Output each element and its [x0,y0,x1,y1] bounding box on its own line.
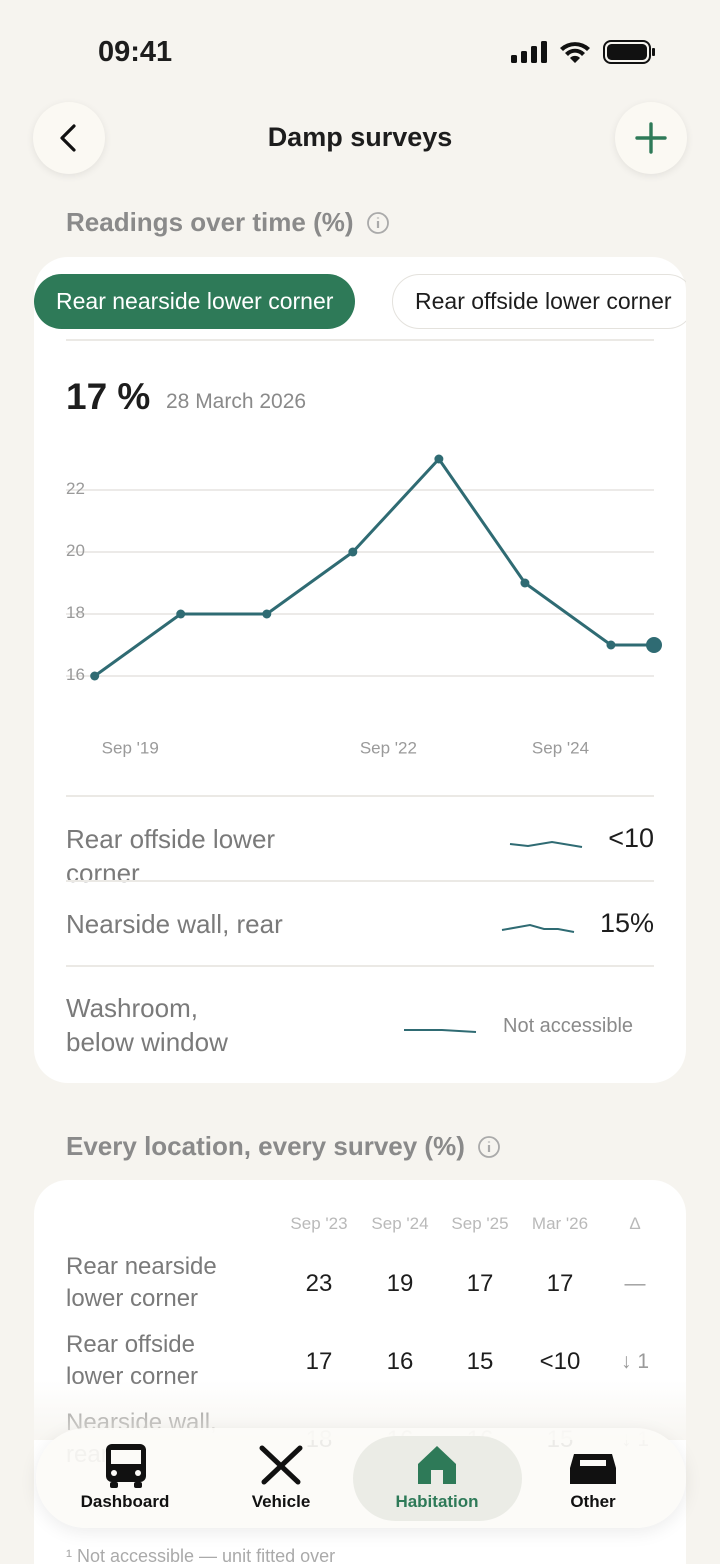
footnote: ¹ Not accessible — unit fitted over [66,1546,336,1564]
divider [66,339,654,341]
location-name: Washroom, below window [66,993,228,1057]
location-name: Nearside wall, rear [66,909,283,939]
column-header: Δ [629,1214,641,1233]
cell: 17 [466,1270,494,1297]
section-title-text: Readings over time (%) [66,207,354,237]
sparkline [501,923,575,933]
section-title-text: Every location, every survey (%) [66,1131,465,1161]
column-header: Sep '24 [371,1214,429,1233]
column-header: Mar '26 [531,1214,589,1233]
point [606,640,616,650]
y-tick-label: 18 [66,603,85,622]
section-title: Every location, every survey (%) [66,1131,501,1162]
sparkline [509,840,583,848]
cell: <10 [539,1348,581,1375]
tab-label[interactable]: Other [570,1492,616,1511]
status-icons [511,40,655,64]
divider [66,795,654,797]
column-header: Sep '25 [451,1214,509,1233]
divider [66,880,654,882]
cell: ↓ 1 [620,1350,649,1373]
info-icon[interactable] [477,1135,501,1159]
tab-label[interactable]: Habitation [395,1492,479,1511]
current-reading: 17 % [66,376,151,417]
point [348,547,358,557]
point [176,609,186,619]
cell: 17 [305,1348,333,1375]
status-time: 09:41 [98,36,173,68]
location-value: 15% [599,908,654,938]
point [646,637,662,653]
location-name: Rear offside lower corner [66,824,276,888]
line [93,457,654,678]
sparkline [404,1029,477,1033]
cell: 23 [305,1270,333,1297]
point [90,671,100,681]
cell: 15 [466,1348,494,1375]
x-tick-label: Sep '22 [360,738,417,757]
header-title: Damp surveys [267,122,453,152]
section-title: Readings over time (%) [66,207,390,238]
add-button[interactable] [615,102,687,174]
tab-active[interactable]: Rear nearside lower corner [34,274,356,329]
readings-card [34,257,686,1083]
info-icon[interactable] [366,211,390,235]
y-tick-label: 22 [66,479,85,498]
y-tick-label: 16 [66,665,85,684]
tab[interactable]: Rear offside lower corner [392,274,686,329]
current-date: 28 March 2026 [166,390,307,413]
back-button[interactable] [33,102,105,174]
cell: 16 [386,1348,414,1375]
cell: 19 [386,1270,414,1297]
tab-label[interactable]: Dashboard [80,1492,170,1511]
column-header: Sep '23 [290,1214,348,1233]
chart: 16 18 20 22 Sep '19 Sep '22 Sep '24 [66,454,662,757]
x-tick-label: Sep '24 [532,738,589,757]
location-value: <10 [608,823,654,853]
point [434,454,444,464]
divider [66,965,654,967]
tab-strip: Rear nearside lower corner Rear offside … [34,274,686,330]
back-icon [60,124,76,152]
tab-icons [106,1444,616,1488]
point [520,578,530,588]
add-icon [635,122,667,154]
tab-label[interactable]: Vehicle [251,1492,311,1511]
y-tick-label: 20 [66,541,85,560]
cell: 17 [546,1270,574,1297]
row-label: Rear nearside lower corner [66,1253,217,1312]
point [262,609,272,619]
x-tick-label: Sep '19 [102,738,159,757]
cell: — [624,1272,646,1295]
